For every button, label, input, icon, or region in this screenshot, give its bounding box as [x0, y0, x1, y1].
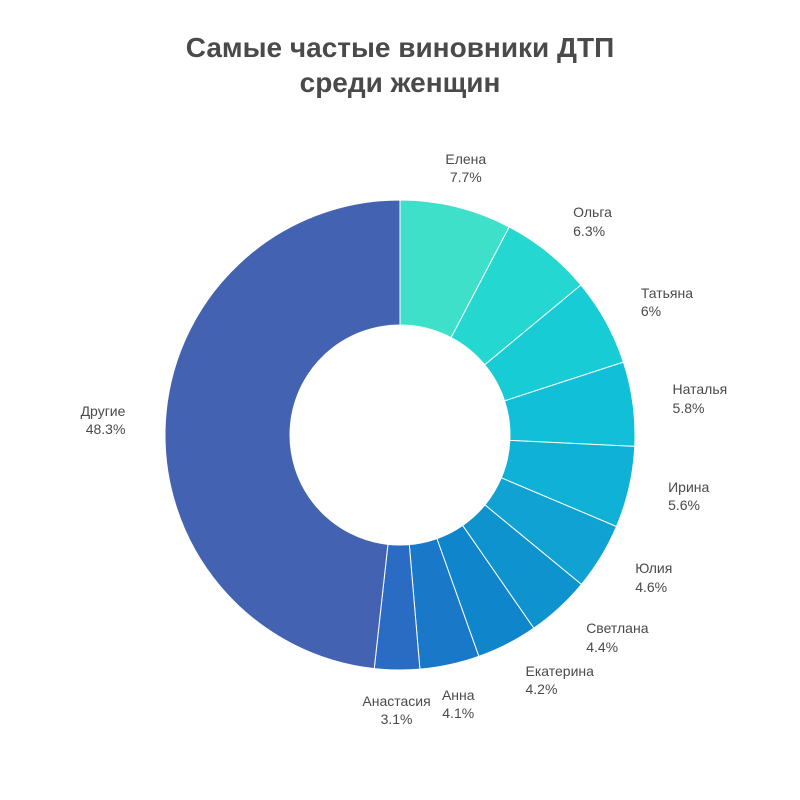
slice-label-анна: Анна 4.1% — [442, 686, 475, 722]
slice-label-юлия: Юлия 4.6% — [635, 559, 672, 595]
slice-label-екатерина: Екатерина 4.2% — [526, 662, 594, 698]
chart-title: Самые частые виновники ДТП среди женщин — [0, 30, 800, 100]
slice-label-татьяна: Татьяна 6% — [641, 284, 693, 320]
slice-label-наталья: Наталья 5.8% — [673, 380, 728, 416]
slice-label-светлана: Светлана 4.4% — [586, 619, 648, 655]
slice-label-анастасия: Анастасия 3.1% — [362, 692, 430, 728]
donut-chart: Самые частые виновники ДТП среди женщин … — [0, 0, 800, 800]
slice-label-другие: Другие 48.3% — [81, 402, 126, 438]
slice-label-елена: Елена 7.7% — [445, 150, 486, 186]
slice-label-ирина: Ирина 5.6% — [668, 478, 709, 514]
slice-другие — [165, 200, 400, 669]
slice-label-ольга: Ольга 6.3% — [573, 203, 612, 239]
